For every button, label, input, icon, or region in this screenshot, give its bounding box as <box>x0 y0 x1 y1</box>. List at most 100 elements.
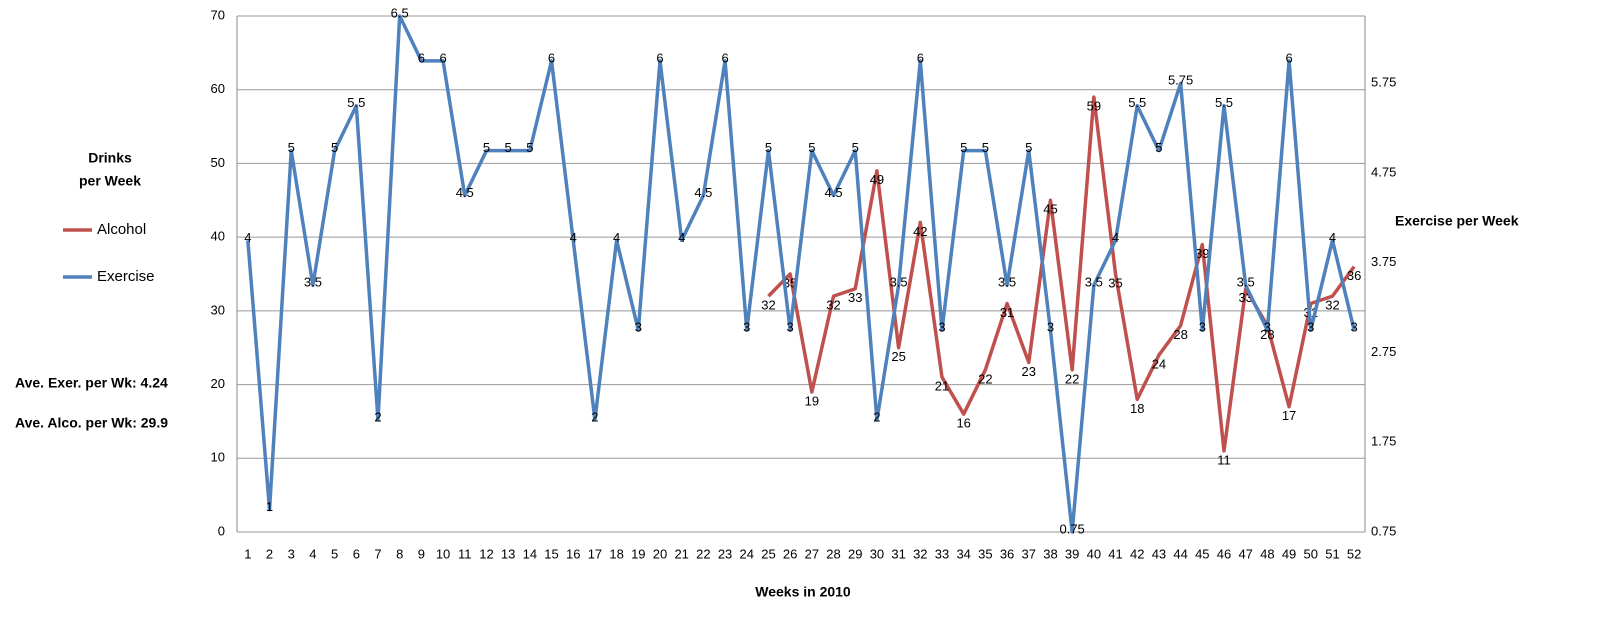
x-tick-label: 23 <box>718 546 732 561</box>
data-label: 33 <box>848 290 862 305</box>
data-label: 4 <box>1329 230 1336 245</box>
y-tick-label: 10 <box>211 450 225 465</box>
legend-label: Alcohol <box>97 221 146 238</box>
x-tick-label: 28 <box>826 546 840 561</box>
data-label: 6 <box>418 50 425 65</box>
data-label: 6 <box>656 50 663 65</box>
y-tick-label: 20 <box>211 376 225 391</box>
x-tick-label: 8 <box>396 546 403 561</box>
x-tick-label: 43 <box>1152 546 1166 561</box>
data-label: 6 <box>548 50 555 65</box>
data-label: 35 <box>1108 275 1122 290</box>
x-tick-label: 51 <box>1325 546 1339 561</box>
x-tick-label: 47 <box>1238 546 1252 561</box>
y2-axis-title: Exercise per Week <box>1395 213 1519 229</box>
data-label: 3.5 <box>1085 275 1103 290</box>
x-tick-label: 32 <box>913 546 927 561</box>
data-label: 45 <box>1043 202 1057 217</box>
data-label: 5 <box>852 140 859 155</box>
annotation: Ave. Exer. per Wk: 4.24 <box>15 375 168 391</box>
y-tick-label: 0 <box>218 523 225 538</box>
data-label: 3 <box>1264 320 1271 335</box>
data-label: 3 <box>743 320 750 335</box>
y2-tick-label: 5.75 <box>1371 75 1396 90</box>
data-label: 6 <box>917 50 924 65</box>
x-tick-label: 48 <box>1260 546 1274 561</box>
data-label: 32 <box>1325 298 1339 313</box>
x-tick-label: 29 <box>848 546 862 561</box>
x-tick-label: 2 <box>266 546 273 561</box>
data-label: 31 <box>1000 305 1014 320</box>
y-axis-title: Drinks <box>88 150 132 166</box>
data-label: 21 <box>935 379 949 394</box>
data-label: 3 <box>635 320 642 335</box>
data-label: 39 <box>1195 246 1209 261</box>
x-axis-title: Weeks in 2010 <box>755 584 851 600</box>
data-label: 3.5 <box>304 275 322 290</box>
data-label: 28 <box>1173 327 1187 342</box>
data-label: 5 <box>483 140 490 155</box>
y-tick-label: 40 <box>211 229 225 244</box>
data-label: 22 <box>1065 371 1079 386</box>
x-tick-label: 1 <box>244 546 251 561</box>
x-tick-label: 9 <box>418 546 425 561</box>
data-label: 32 <box>826 298 840 313</box>
data-label: 4 <box>244 230 251 245</box>
data-label: 25 <box>891 349 905 364</box>
x-tick-label: 5 <box>331 546 338 561</box>
data-label: 1 <box>266 499 273 514</box>
data-label: 24 <box>1152 357 1166 372</box>
x-tick-label: 26 <box>783 546 797 561</box>
x-tick-label: 38 <box>1043 546 1057 561</box>
data-label: 5 <box>288 140 295 155</box>
data-label: 6 <box>721 50 728 65</box>
data-label: 4 <box>613 230 620 245</box>
data-label: 4.5 <box>456 185 474 200</box>
data-label: 18 <box>1130 401 1144 416</box>
data-label: 3 <box>1351 320 1358 335</box>
data-label: 17 <box>1282 408 1296 423</box>
x-tick-label: 13 <box>501 546 515 561</box>
x-tick-label: 3 <box>288 546 295 561</box>
y2-tick-label: 0.75 <box>1371 523 1396 538</box>
data-label: 59 <box>1087 99 1101 114</box>
data-label: 5 <box>982 140 989 155</box>
y-tick-label: 50 <box>211 155 225 170</box>
data-label: 5.5 <box>1128 95 1146 110</box>
data-label: 5 <box>765 140 772 155</box>
x-tick-label: 42 <box>1130 546 1144 561</box>
x-tick-label: 7 <box>374 546 381 561</box>
x-tick-label: 16 <box>566 546 580 561</box>
data-label: 16 <box>956 415 970 430</box>
y2-tick-label: 3.75 <box>1371 254 1396 269</box>
x-tick-label: 19 <box>631 546 645 561</box>
data-label: 2 <box>591 409 598 424</box>
data-label: 5 <box>1155 140 1162 155</box>
x-tick-label: 49 <box>1282 546 1296 561</box>
data-label: 3 <box>787 320 794 335</box>
data-label: 4.5 <box>824 185 842 200</box>
data-label: 3.5 <box>890 275 908 290</box>
data-label: 5 <box>505 140 512 155</box>
annotation: Ave. Alco. per Wk: 29.9 <box>15 415 168 431</box>
x-tick-label: 20 <box>653 546 667 561</box>
x-tick-label: 25 <box>761 546 775 561</box>
x-tick-label: 4 <box>309 546 316 561</box>
data-label: 4.5 <box>694 185 712 200</box>
y-tick-label: 30 <box>211 302 225 317</box>
data-label: 3 <box>938 320 945 335</box>
data-label: 3.5 <box>998 275 1016 290</box>
x-tick-label: 36 <box>1000 546 1014 561</box>
x-tick-label: 46 <box>1217 546 1231 561</box>
data-label: 5 <box>526 140 533 155</box>
x-tick-label: 40 <box>1087 546 1101 561</box>
x-tick-label: 30 <box>870 546 884 561</box>
y-tick-label: 60 <box>211 81 225 96</box>
data-label: 6 <box>439 50 446 65</box>
y2-tick-label: 1.75 <box>1371 434 1396 449</box>
x-tick-label: 33 <box>935 546 949 561</box>
y-tick-label: 70 <box>211 7 225 22</box>
legend-label: Exercise <box>97 268 155 285</box>
x-tick-label: 27 <box>805 546 819 561</box>
